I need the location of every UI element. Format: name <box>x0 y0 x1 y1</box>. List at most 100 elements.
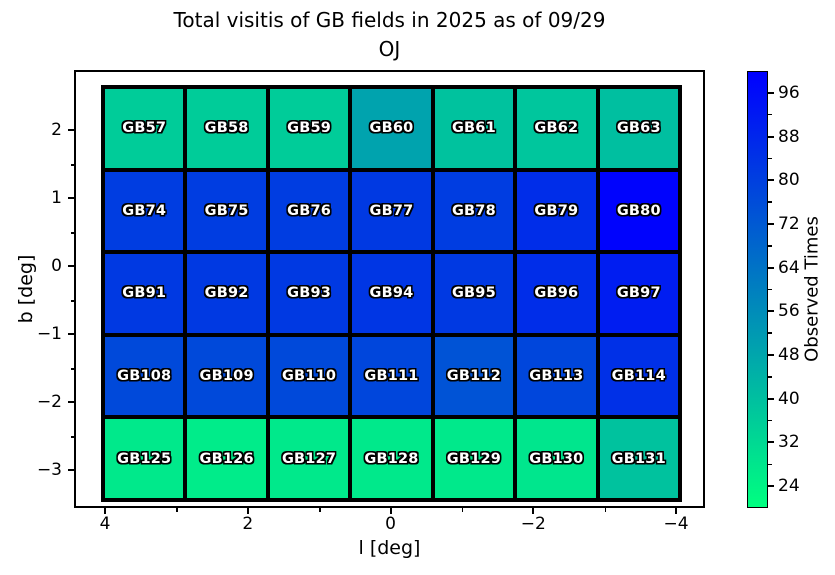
cell-gb74: GB74 <box>103 169 186 253</box>
colorbar-tick-label: 48 <box>778 345 800 366</box>
cell-label: GB111 <box>364 368 419 385</box>
cell-label: GB95 <box>451 285 496 302</box>
cell-gb75: GB75 <box>185 169 268 253</box>
y-minor-tick-mark <box>70 232 74 234</box>
cell-gb110: GB110 <box>267 334 351 418</box>
chart-title-line1: Total visitis of GB fields in 2025 as of… <box>173 8 606 32</box>
cell-gb76: GB76 <box>267 169 351 253</box>
colorbar-minor-tick-mark <box>768 201 772 203</box>
cell-label: GB108 <box>117 368 172 385</box>
x-axis-label: l [deg] <box>358 537 421 559</box>
cell-gb129: GB129 <box>432 417 516 500</box>
colorbar-tick-mark <box>768 441 774 444</box>
cell-gb126: GB126 <box>185 417 268 500</box>
cell-label: GB58 <box>204 120 249 137</box>
cell-label: GB113 <box>529 368 584 385</box>
cell-label: GB112 <box>446 368 502 385</box>
cell-gb109: GB109 <box>185 334 268 418</box>
cell-label: GB78 <box>451 202 496 219</box>
cell-gb93: GB93 <box>267 252 351 335</box>
cell-gb63: GB63 <box>597 87 680 170</box>
cell-label: GB91 <box>122 285 167 302</box>
colorbar-tick-label: 64 <box>778 257 800 278</box>
cell-gb94: GB94 <box>350 252 433 335</box>
y-tick-label: −1 <box>36 324 62 344</box>
colorbar-tick-label: 72 <box>778 213 800 234</box>
colorbar-minor-tick-mark <box>768 463 772 466</box>
y-minor-tick-mark <box>70 164 74 166</box>
cell-gb127: GB127 <box>267 417 351 500</box>
cell-label: GB127 <box>281 450 337 467</box>
cell-label: GB109 <box>199 368 254 385</box>
colorbar-tick-mark <box>768 91 774 94</box>
colorbar-minor-tick-mark <box>768 113 772 116</box>
cell-label: GB125 <box>117 450 172 467</box>
cell-gb97: GB97 <box>597 252 680 335</box>
heatmap-grid: GB57 GB58 GB59 GB60 GB61 GB62 GB63 GB74 GB75 GB76… <box>101 85 682 502</box>
cell-gb111: GB111 <box>350 334 433 418</box>
x-tick-mark <box>675 508 677 514</box>
cell-label: GB128 <box>364 450 419 467</box>
colorbar-minor-tick-mark <box>768 376 772 378</box>
cell-gb92: GB92 <box>185 252 268 335</box>
cell-gb80: GB80 <box>597 169 680 253</box>
colorbar-tick-label: 32 <box>778 432 800 453</box>
x-minor-tick-mark <box>604 508 607 512</box>
cell-gb95: GB95 <box>432 252 516 335</box>
y-minor-tick-mark <box>70 436 74 438</box>
colorbar-label: Observed Times <box>801 216 823 362</box>
cell-label: GB114 <box>611 368 666 385</box>
cell-label: GB74 <box>122 202 167 219</box>
cell-gb57: GB57 <box>103 87 186 170</box>
cell-gb78: GB78 <box>432 169 516 253</box>
colorbar-tick-mark <box>768 354 774 357</box>
cell-gb128: GB128 <box>350 417 433 500</box>
cell-gb61: GB61 <box>432 87 516 170</box>
cell-gb112: GB112 <box>432 334 516 418</box>
colorbar-tick-mark <box>768 397 774 400</box>
y-tick-label: −3 <box>36 460 62 480</box>
cell-label: GB80 <box>616 202 661 219</box>
colorbar-tick-label: 96 <box>778 82 800 103</box>
y-tick-label: 0 <box>51 256 62 276</box>
cell-label: GB77 <box>369 202 414 219</box>
cell-label: GB62 <box>534 120 579 137</box>
x-minor-tick-mark <box>319 508 321 512</box>
x-tick-label: 0 <box>385 514 396 534</box>
colorbar-minor-tick-mark <box>768 245 772 247</box>
x-tick-label: 2 <box>242 514 254 534</box>
cell-label: GB97 <box>616 285 661 302</box>
x-tick-label: −4 <box>663 514 689 534</box>
y-tick-mark <box>68 333 74 335</box>
x-minor-tick-mark <box>461 508 464 512</box>
cell-gb108: GB108 <box>103 334 186 418</box>
y-tick-mark <box>68 469 74 471</box>
cell-label: GB76 <box>287 202 332 219</box>
y-minor-tick-mark <box>70 300 74 302</box>
colorbar-tick-mark <box>768 135 774 138</box>
colorbar-minor-tick-mark <box>768 419 772 422</box>
x-tick-mark <box>246 508 249 514</box>
colorbar-tick-mark <box>768 266 774 269</box>
x-tick-label: −2 <box>520 514 546 534</box>
colorbar-tick-mark <box>768 485 774 488</box>
colorbar-tick-mark <box>768 222 774 225</box>
x-tick-mark <box>389 508 392 514</box>
chart-title: Total visitis of GB fields in 2025 as of… <box>74 6 705 64</box>
cell-gb58: GB58 <box>185 87 268 170</box>
cell-label: GB110 <box>281 368 337 385</box>
colorbar-tick-label: 24 <box>778 476 800 497</box>
cell-gb113: GB113 <box>515 334 598 418</box>
colorbar-tick-mark <box>768 310 774 313</box>
colorbar-minor-tick-mark <box>768 288 772 291</box>
x-tick-mark <box>532 508 535 514</box>
chart-title-line2: OJ <box>378 37 401 61</box>
colorbar-tick-label: 80 <box>778 170 800 191</box>
cell-gb96: GB96 <box>515 252 598 335</box>
y-tick-label: 2 <box>51 120 62 140</box>
cell-label: GB129 <box>446 450 502 467</box>
cell-label: GB126 <box>199 450 254 467</box>
x-tick-label: 4 <box>99 514 111 534</box>
cell-gb130: GB130 <box>515 417 598 500</box>
cell-gb114: GB114 <box>597 334 680 418</box>
